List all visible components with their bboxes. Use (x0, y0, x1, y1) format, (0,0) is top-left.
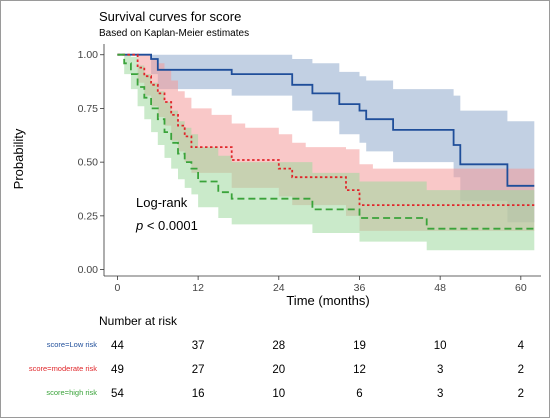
y-tick-label: 0.00 (78, 264, 99, 276)
risk-count: 44 (111, 340, 124, 352)
risk-count: 6 (356, 388, 362, 400)
x-tick-label: 36 (354, 282, 366, 294)
x-axis-ticks: 0 12 24 36 48 60 (115, 276, 527, 294)
y-tick-label: 0.75 (78, 103, 99, 115)
survival-line-low-risk (117, 53, 535, 187)
risk-count: 54 (111, 388, 124, 400)
x-tick-label: 60 (515, 282, 527, 294)
y-axis-label: Probability (11, 128, 26, 189)
risk-count: 10 (272, 388, 285, 400)
p-symbol: p (135, 218, 143, 233)
risk-count: 10 (434, 340, 447, 352)
risk-table-title: Number at risk (99, 314, 178, 328)
risk-count: 3 (437, 388, 443, 400)
risk-count: 2 (518, 364, 524, 376)
risk-count: 2 (518, 388, 524, 400)
y-tick-label: 1.00 (78, 49, 99, 61)
risk-count: 3 (437, 364, 443, 376)
risk-count: 49 (111, 364, 124, 376)
survival-curves (117, 53, 535, 230)
p-value-text: < 0.0001 (143, 218, 198, 233)
confidence-bands (117, 54, 535, 251)
y-axis-ticks: 0.00 0.25 0.50 0.75 1.00 (78, 49, 104, 276)
survival-line-high-risk (117, 53, 535, 230)
chart-subtitle: Based on Kaplan-Meier estimates (99, 28, 249, 39)
survival-line-moderate-risk (117, 53, 535, 206)
chart-title: Survival curves for score (99, 9, 241, 24)
x-tick-label: 48 (434, 282, 446, 294)
risk-count: 28 (272, 340, 285, 352)
p-value-label: p < 0.0001 (135, 218, 198, 233)
risk-table: score=Low risk 44 37 28 19 10 4 score=moderate … (29, 340, 525, 400)
risk-count: 16 (192, 388, 205, 400)
risk-count: 37 (192, 340, 205, 352)
y-tick-label: 0.50 (78, 157, 99, 169)
x-tick-label: 12 (192, 282, 204, 294)
ci-band-low-risk (117, 54, 535, 223)
x-axis-label: Time (months) (286, 293, 369, 308)
logrank-label: Log-rank (136, 195, 188, 210)
ci-band-high-risk (117, 54, 535, 251)
risk-row-label: score=moderate risk (29, 364, 97, 373)
y-tick-label: 0.25 (78, 210, 99, 222)
x-tick-label: 24 (273, 282, 285, 294)
risk-count: 12 (353, 364, 366, 376)
risk-row-label: score=Low risk (47, 340, 97, 349)
risk-row-label: score=high risk (46, 388, 97, 397)
risk-count: 19 (353, 340, 366, 352)
risk-count: 4 (518, 340, 525, 352)
risk-count: 27 (192, 364, 205, 376)
risk-count: 20 (272, 364, 285, 376)
x-tick-label: 0 (115, 282, 121, 294)
ci-band-moderate-risk (117, 54, 535, 231)
